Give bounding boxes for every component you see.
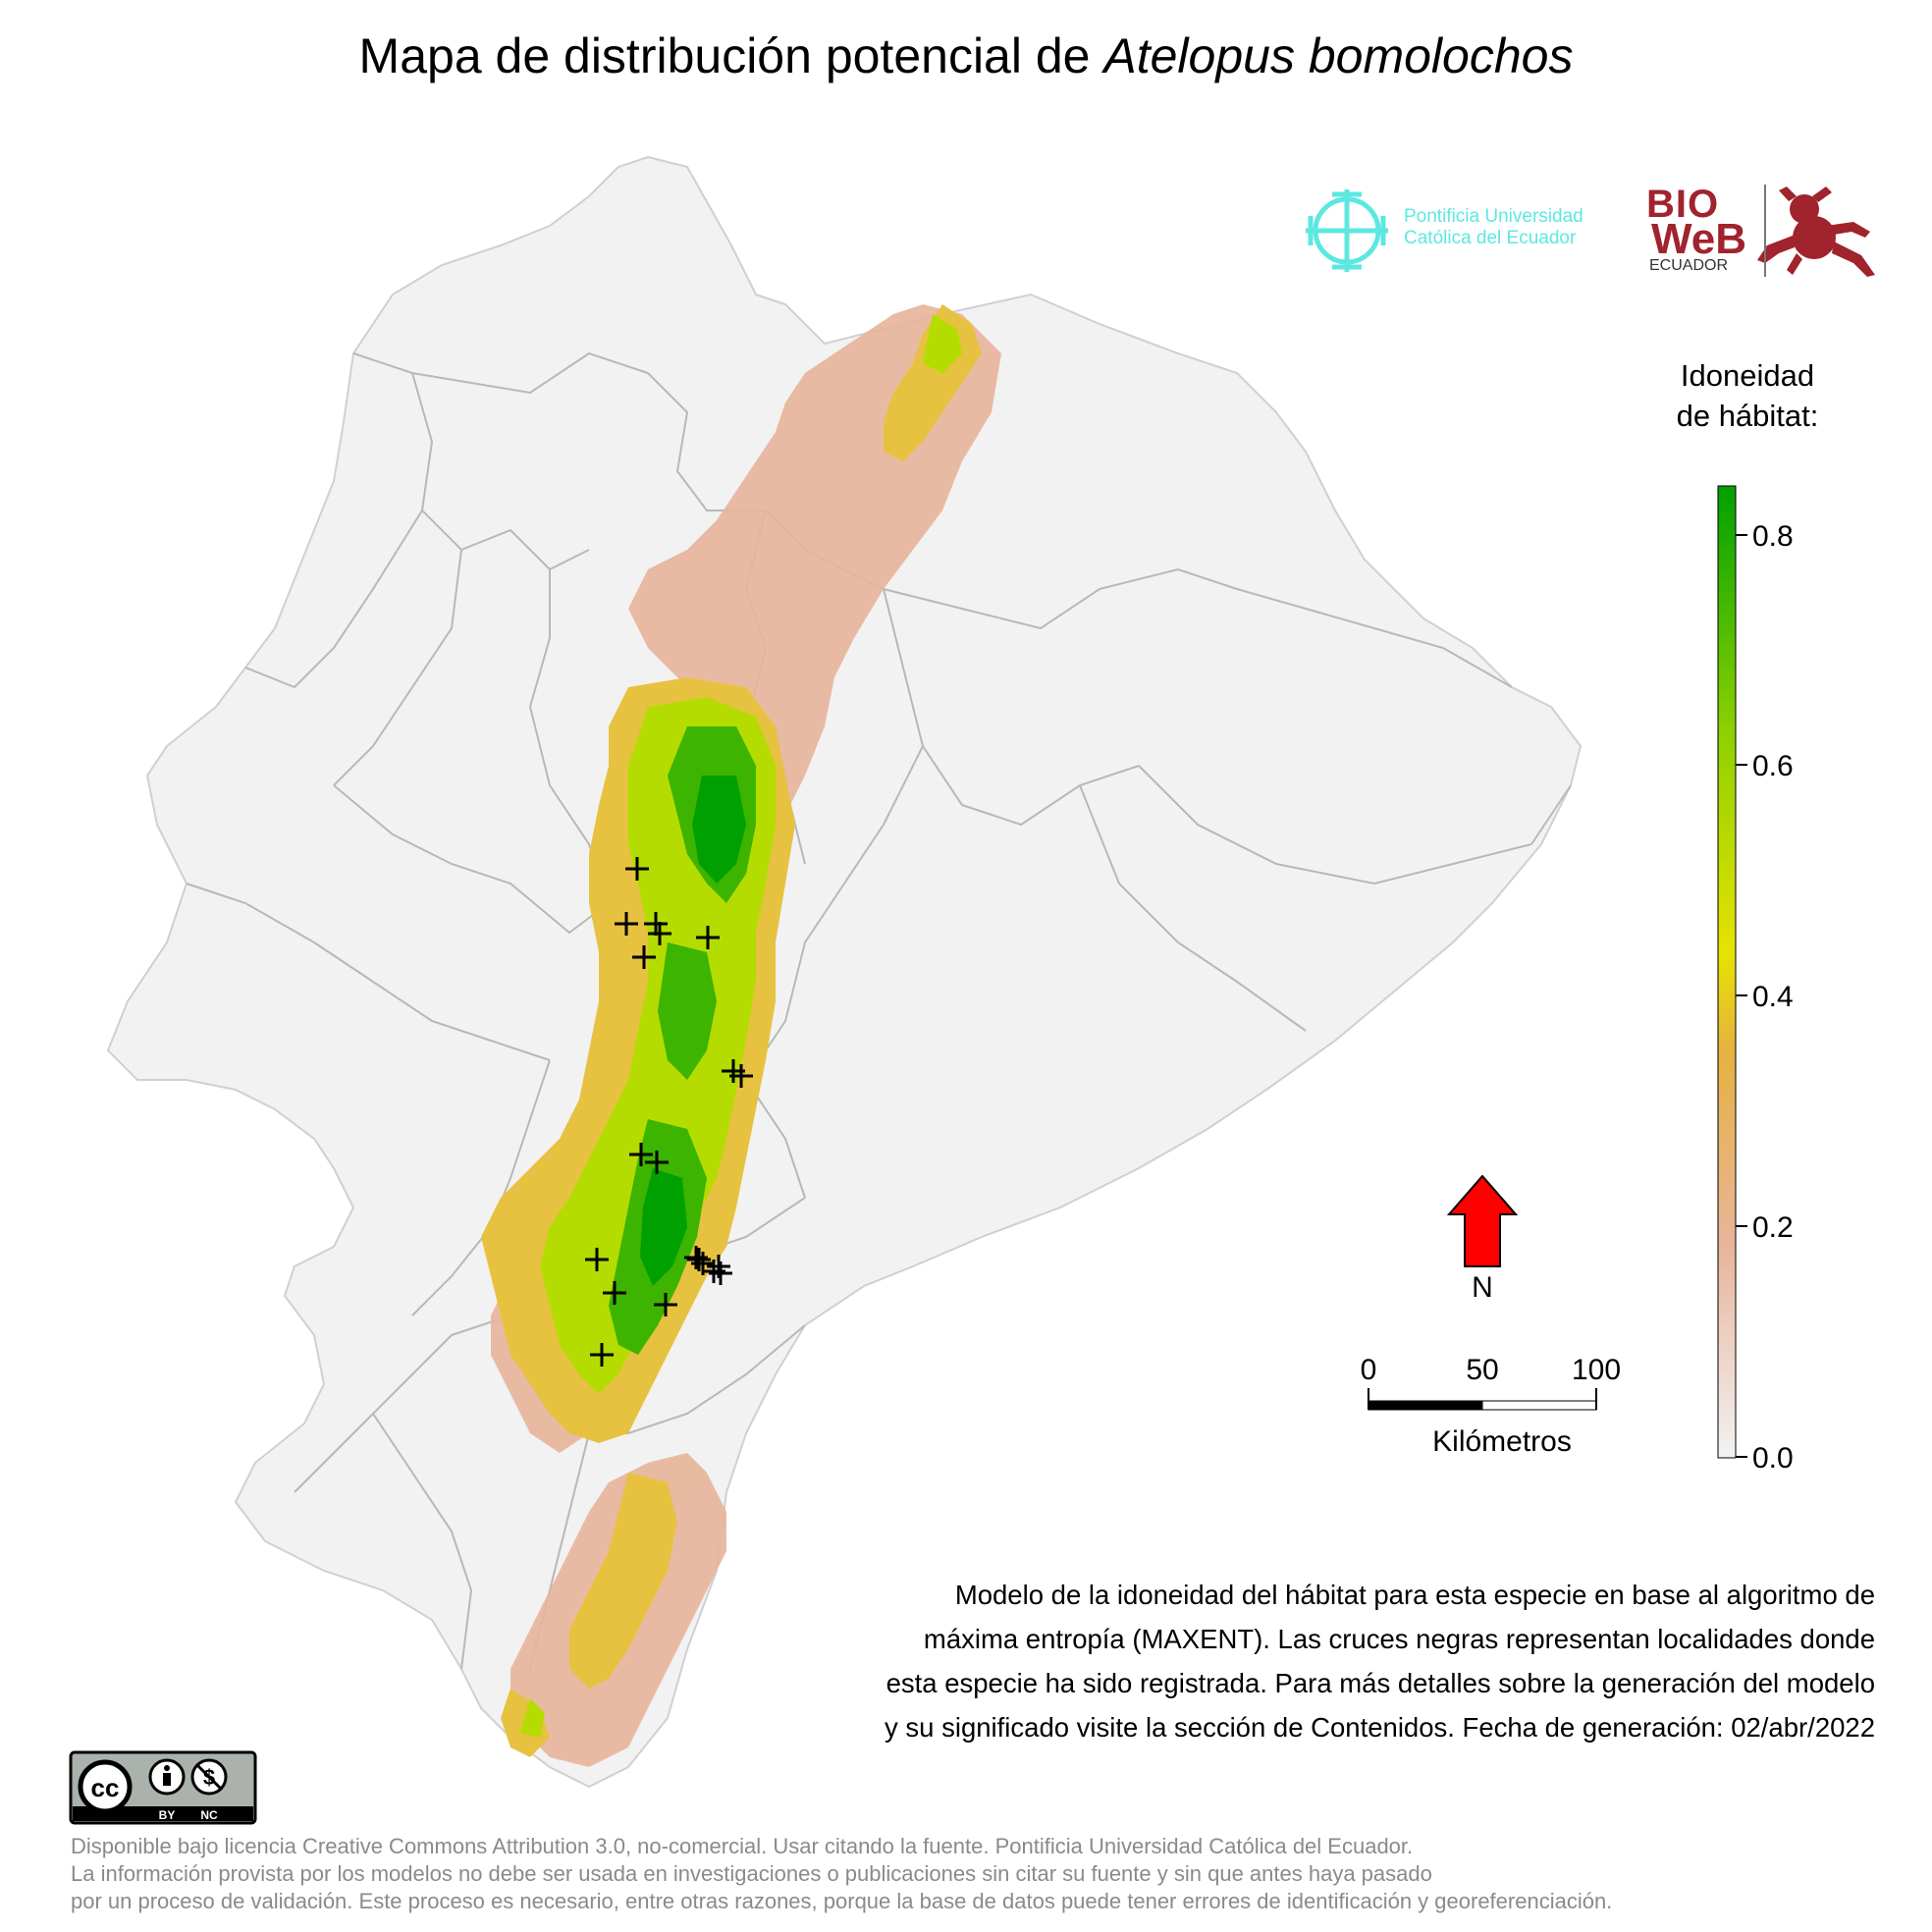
north-arrow-icon bbox=[1446, 1174, 1519, 1267]
bioweb-logo-web: WeB bbox=[1651, 215, 1746, 263]
scale-labels: 0 50 100 bbox=[1361, 1354, 1621, 1386]
suitability-peak bbox=[640, 776, 746, 1286]
record-cross bbox=[696, 926, 720, 949]
frog-logo bbox=[1757, 187, 1875, 277]
legend-title: Idoneidad de hábitat: bbox=[1620, 355, 1875, 436]
footer-line-3: por un proceso de validación. Este proce… bbox=[71, 1889, 1613, 1913]
record-cross bbox=[648, 922, 671, 945]
record-cross bbox=[687, 1248, 711, 1271]
legend-colorbar bbox=[1717, 485, 1737, 1459]
caption-line-1: Modelo de la idoneidad del hábitat para … bbox=[954, 1580, 1875, 1610]
puce-line-1: Pontificia Universidad bbox=[1404, 206, 1583, 227]
record-cross bbox=[645, 1151, 669, 1174]
legend-ticks bbox=[1736, 534, 1747, 1458]
cc-text: cc bbox=[91, 1773, 120, 1802]
record-cross bbox=[590, 1343, 614, 1367]
legend-tick-2: 0.4 bbox=[1752, 981, 1794, 1013]
puce-logo-emblem bbox=[1306, 189, 1388, 272]
scale-label-100: 100 bbox=[1572, 1354, 1621, 1386]
legend-tick-4: 0.8 bbox=[1752, 520, 1794, 553]
caption-line-4: y su significado visite la sección de Co… bbox=[885, 1712, 1875, 1743]
license-footer: Disponible bajo licencia Creative Common… bbox=[71, 1833, 1897, 1915]
legend-tick-0: 0.0 bbox=[1752, 1442, 1794, 1475]
scale-label-50: 50 bbox=[1466, 1354, 1498, 1386]
legend-tick-labels: 0.0 0.2 0.4 0.6 0.8 bbox=[1752, 520, 1794, 1475]
occurrence-records bbox=[585, 857, 753, 1367]
puce-line-2: Católica del Ecuador bbox=[1404, 228, 1577, 248]
caption-line-2: máxima entropía (MAXENT). Las cruces neg… bbox=[923, 1624, 1875, 1654]
record-cross bbox=[603, 1281, 626, 1305]
title-species: Atelopus bomolochos bbox=[1103, 28, 1574, 83]
north-label: N bbox=[1472, 1271, 1493, 1304]
record-cross bbox=[729, 1064, 753, 1088]
caption-line-3: esta especie ha sido registrada. Para má… bbox=[886, 1668, 1875, 1698]
bioweb-logo-ecuador: ECUADOR bbox=[1649, 257, 1729, 274]
record-cross bbox=[654, 1293, 677, 1316]
scale-bar bbox=[1368, 1388, 1597, 1411]
legend-title-line-2: de hábitat: bbox=[1676, 399, 1819, 433]
puce-logo-text: Pontificia Universidad Católica del Ecua… bbox=[1404, 206, 1583, 249]
record-cross bbox=[615, 912, 638, 936]
cc-nc-text: NC bbox=[200, 1808, 218, 1822]
title-prefix: Mapa de distribución potencial de bbox=[358, 28, 1104, 83]
cc-by-text: BY bbox=[159, 1808, 176, 1822]
footer-line-1: Disponible bajo licencia Creative Common… bbox=[71, 1834, 1414, 1858]
scale-label-0: 0 bbox=[1361, 1354, 1377, 1386]
map-caption: Modelo de la idoneidad del hábitat para … bbox=[746, 1573, 1875, 1749]
record-cross bbox=[707, 1255, 730, 1278]
record-cross bbox=[625, 857, 649, 881]
legend-tick-3: 0.6 bbox=[1752, 750, 1794, 782]
record-cross bbox=[644, 912, 668, 936]
scale-unit-label: Kilómetros bbox=[1432, 1425, 1572, 1458]
record-cross bbox=[585, 1248, 609, 1271]
map-title: Mapa de distribución potencial de Atelop… bbox=[0, 22, 1932, 90]
bioweb-logo-bio: BIO bbox=[1646, 183, 1720, 226]
cc-license-badge: cc $ BY NC bbox=[69, 1750, 257, 1825]
legend-title-line-1: Idoneidad bbox=[1680, 358, 1815, 393]
footer-line-2: La información provista por los modelos … bbox=[71, 1861, 1432, 1886]
legend-tick-1: 0.2 bbox=[1752, 1211, 1794, 1244]
record-cross bbox=[632, 945, 656, 969]
record-cross bbox=[629, 1143, 653, 1166]
